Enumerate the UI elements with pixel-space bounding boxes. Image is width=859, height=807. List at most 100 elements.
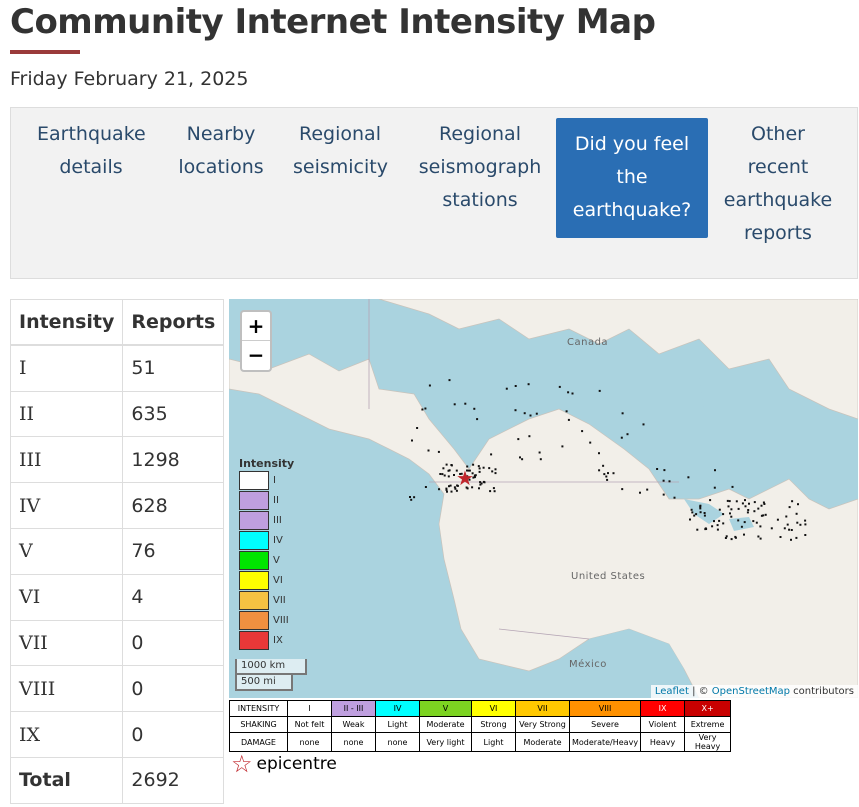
report-point	[535, 412, 538, 415]
nav-tab-0[interactable]: Earthquake details	[37, 118, 146, 184]
table-row: VIII 0	[9, 665, 225, 713]
nav-tab-label-line: Nearby	[186, 123, 256, 145]
intensity-cell: IV	[9, 482, 124, 529]
report-point	[466, 465, 469, 468]
report-point	[762, 514, 765, 517]
report-point	[699, 507, 702, 510]
land-northamerica	[229, 353, 858, 698]
nav-tab-label-line: recent	[747, 156, 809, 178]
report-point	[477, 465, 480, 468]
report-point	[740, 525, 743, 528]
report-point	[411, 439, 413, 442]
intensity-cell: VII	[9, 619, 124, 667]
report-point	[474, 474, 477, 477]
intensity-scale-table: INTENSITY I II - III IV V VI VII VIII IX X+ SHAKI…	[229, 700, 732, 752]
report-point	[479, 481, 482, 484]
reports-cell: 628	[122, 482, 225, 529]
report-point	[416, 427, 419, 429]
report-point	[453, 474, 455, 476]
report-point	[527, 383, 530, 386]
report-point	[693, 514, 696, 517]
report-point	[728, 500, 731, 503]
report-point	[472, 463, 475, 466]
nav-tab-4[interactable]: Did you feel the earthquake?	[556, 118, 708, 238]
legend-label: II	[273, 494, 279, 506]
zoom-out-button[interactable]: −	[247, 343, 265, 367]
legend-swatch	[239, 630, 269, 650]
report-point	[760, 504, 763, 507]
total-value: 2692	[122, 756, 225, 804]
report-point	[612, 472, 615, 475]
report-point	[445, 488, 448, 491]
report-point	[445, 487, 448, 490]
report-point	[589, 441, 592, 444]
report-point	[453, 403, 456, 406]
report-point	[437, 450, 440, 453]
report-point	[709, 499, 712, 502]
zoom-in-button[interactable]: +	[242, 312, 270, 341]
leaflet-link[interactable]: Leaflet	[654, 686, 689, 697]
report-point	[521, 458, 524, 461]
report-point	[571, 392, 574, 395]
scale-shaking-cell: Weak	[331, 716, 376, 733]
legend-swatch	[239, 550, 269, 570]
report-point	[711, 525, 714, 528]
intensity-report-table: Intensity Reports I 51 II 635 III 1298 IV 628 V 7…	[9, 299, 225, 804]
report-point	[620, 436, 623, 439]
scale-damage-cell: Very Heavy	[684, 732, 732, 752]
nav-tab-2[interactable]: Regional seismicity	[293, 118, 388, 184]
nav-tab-5[interactable]: Other recent earthquake reports	[719, 118, 837, 250]
nav-tab-3[interactable]: Regional seismograph stations	[415, 118, 545, 217]
report-point	[558, 385, 561, 388]
report-point	[786, 523, 789, 526]
report-point	[480, 482, 483, 485]
report-point	[752, 520, 755, 523]
report-point	[466, 487, 469, 490]
report-point	[796, 521, 799, 524]
report-point	[642, 423, 645, 426]
report-point	[788, 528, 791, 531]
report-point	[478, 487, 480, 490]
report-point	[494, 468, 497, 471]
report-point	[799, 523, 802, 526]
map-label-usa: United States	[571, 571, 646, 582]
report-point	[691, 511, 694, 514]
report-point	[517, 438, 520, 441]
report-point	[731, 485, 734, 488]
report-point	[764, 513, 767, 516]
scale-header-damage: DAMAGE	[229, 732, 288, 752]
intensity-map[interactable]: ★ + − Canada United States México Intens…	[229, 299, 858, 698]
report-point	[561, 445, 564, 448]
scale-damage-cell: Heavy	[640, 732, 686, 752]
report-point	[687, 476, 690, 479]
report-point	[464, 478, 467, 481]
report-point	[478, 470, 481, 473]
scale-shaking-cell: Very Strong	[515, 716, 570, 733]
report-point	[505, 387, 508, 390]
report-point	[725, 535, 728, 538]
report-point	[492, 487, 495, 490]
report-point	[438, 488, 440, 491]
nav-tab-label-line: Did you feel	[574, 133, 690, 155]
nav-tab-1[interactable]: Nearby locations	[177, 118, 265, 184]
report-point	[662, 479, 665, 482]
report-point	[491, 470, 494, 473]
report-point	[730, 515, 733, 518]
osm-link[interactable]: OpenStreetMap	[711, 686, 790, 697]
report-point	[718, 508, 721, 511]
report-point	[528, 435, 531, 438]
report-point	[476, 418, 479, 421]
scale-damage-cell: Very light	[419, 732, 472, 752]
report-point	[409, 496, 411, 498]
reports-cell: 76	[122, 527, 225, 575]
report-point	[748, 502, 750, 505]
report-point	[790, 529, 793, 531]
scale-header-shaking: SHAKING	[229, 716, 288, 733]
report-point	[735, 500, 738, 503]
report-point	[424, 486, 427, 488]
legend-swatch	[239, 470, 269, 490]
report-point	[454, 487, 457, 490]
table-row: VII 0	[9, 619, 225, 667]
attribution-suffix: contributors	[790, 686, 854, 697]
report-point	[646, 488, 649, 491]
